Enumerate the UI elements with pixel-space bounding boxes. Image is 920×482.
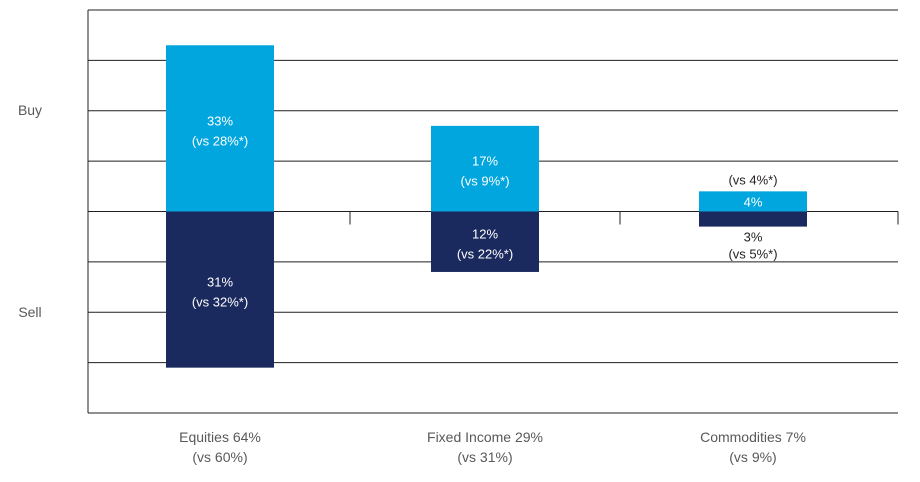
category-name: Commodities 7% [700, 429, 806, 445]
sell-value-label: 12% [472, 227, 498, 242]
sell-comparison-label: (vs 32%*) [192, 295, 248, 310]
buy-comparison-label: (vs 9%*) [460, 174, 509, 189]
category-label-equities: Equities 64% (vs 60%) [110, 427, 330, 467]
category-name: Equities 64% [179, 429, 261, 445]
buy-bar [699, 191, 807, 212]
buy-comparison-label: (vs 4%*) [728, 172, 777, 187]
buy-bar [166, 45, 274, 212]
category-comparison: (vs 31%) [457, 449, 513, 465]
sell-bar [431, 211, 539, 272]
buy-comparison-label: (vs 28%*) [192, 133, 248, 148]
sell-side-label: Sell [18, 304, 42, 320]
sell-value-label: 31% [207, 275, 233, 290]
category-label-fixed-income: Fixed Income 29% (vs 31%) [375, 427, 595, 467]
category-comparison: (vs 9%) [729, 449, 777, 465]
buy-side-label: Buy [17, 102, 43, 118]
sell-comparison-label: (vs 22%*) [457, 247, 513, 262]
sell-bar [699, 211, 807, 227]
buy-value-label: 17% [472, 154, 498, 169]
buy-value-label: 33% [207, 113, 233, 128]
sell-comparison-label: (vs 5%*) [728, 247, 777, 262]
buy-value-label: 4% [744, 194, 763, 209]
sell-bar [166, 211, 274, 368]
category-label-commodities: Commodities 7% (vs 9%) [643, 427, 863, 467]
category-name: Fixed Income 29% [427, 429, 543, 445]
category-comparison: (vs 60%) [192, 449, 248, 465]
buy-bar [431, 125, 539, 212]
sell-value-label: 3% [744, 230, 763, 245]
